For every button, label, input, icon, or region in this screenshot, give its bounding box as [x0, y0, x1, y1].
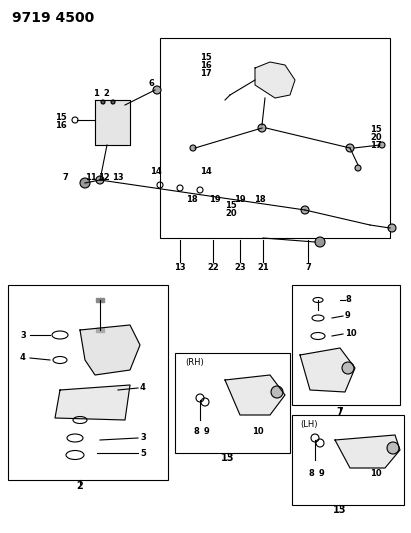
Text: (LH): (LH) [300, 419, 318, 429]
Text: 10: 10 [345, 329, 357, 338]
Text: 13: 13 [333, 505, 347, 515]
Circle shape [96, 176, 104, 184]
Text: 8: 8 [308, 469, 314, 478]
Text: 16: 16 [200, 61, 212, 69]
Polygon shape [300, 348, 355, 392]
Text: 9: 9 [204, 427, 210, 437]
Text: 13: 13 [174, 263, 186, 272]
Polygon shape [335, 435, 400, 468]
Bar [175, 353, 290, 453]
Text: 2: 2 [76, 481, 83, 491]
Text: (RH): (RH) [185, 359, 204, 367]
Circle shape [190, 145, 196, 151]
Text: 3: 3 [140, 433, 146, 442]
Circle shape [258, 124, 266, 132]
Circle shape [315, 237, 325, 247]
Bar [292, 285, 400, 405]
Text: 16: 16 [55, 122, 67, 131]
Circle shape [355, 165, 361, 171]
Polygon shape [255, 62, 295, 98]
Text: 20: 20 [370, 133, 382, 142]
Bar [292, 415, 404, 505]
Text: 13: 13 [112, 174, 124, 182]
Text: 10: 10 [370, 469, 382, 478]
Text: 3: 3 [20, 330, 26, 340]
Text: 8: 8 [193, 427, 199, 437]
Text: 1: 1 [93, 88, 99, 98]
Bar [8, 285, 168, 480]
Circle shape [379, 142, 385, 148]
Text: 15: 15 [370, 125, 382, 134]
Polygon shape [225, 375, 285, 415]
Text: 19: 19 [209, 196, 221, 205]
Circle shape [301, 206, 309, 214]
Text: 19: 19 [234, 196, 246, 205]
Text: 12: 12 [98, 174, 110, 182]
Circle shape [388, 224, 396, 232]
Text: 23: 23 [234, 263, 246, 272]
Text: 17: 17 [370, 141, 382, 150]
Text: 7: 7 [337, 407, 343, 417]
Polygon shape [55, 385, 130, 420]
Text: 8: 8 [345, 295, 351, 304]
Text: 13: 13 [221, 453, 235, 463]
Circle shape [346, 144, 354, 152]
Text: 9: 9 [319, 469, 325, 478]
Text: 20: 20 [225, 208, 237, 217]
Circle shape [80, 178, 90, 188]
Text: 18: 18 [254, 196, 266, 205]
Text: 7: 7 [305, 263, 311, 272]
Circle shape [387, 442, 399, 454]
Text: 4: 4 [20, 353, 26, 362]
Text: 15: 15 [55, 114, 67, 123]
Text: 2: 2 [103, 88, 109, 98]
Text: 10: 10 [252, 427, 263, 437]
Text: 18: 18 [186, 196, 198, 205]
Bar [160, 38, 390, 238]
Polygon shape [96, 328, 104, 332]
Circle shape [111, 100, 115, 104]
Polygon shape [80, 325, 140, 375]
Text: 5: 5 [140, 448, 146, 457]
Circle shape [101, 100, 105, 104]
Text: 7: 7 [62, 174, 68, 182]
Text: 9719 4500: 9719 4500 [12, 11, 94, 25]
Circle shape [342, 362, 354, 374]
Text: 6: 6 [148, 78, 154, 87]
Text: 15: 15 [225, 200, 237, 209]
Text: 4: 4 [140, 384, 146, 392]
Text: 22: 22 [207, 263, 219, 272]
Text: 14: 14 [200, 167, 212, 176]
Circle shape [271, 386, 283, 398]
Text: 11: 11 [85, 174, 97, 182]
Text: 9: 9 [345, 311, 351, 320]
Text: 17: 17 [200, 69, 212, 77]
Text: 15: 15 [200, 53, 212, 62]
Circle shape [153, 86, 161, 94]
Polygon shape [96, 298, 104, 302]
Polygon shape [95, 100, 130, 145]
Text: 14: 14 [150, 167, 162, 176]
Text: 21: 21 [257, 263, 269, 272]
